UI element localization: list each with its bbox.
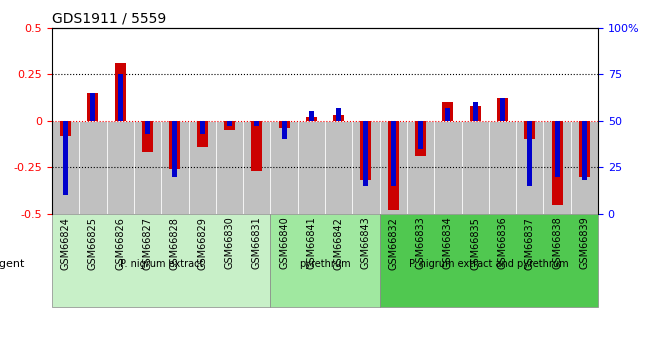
Bar: [445, 108, 450, 121]
Text: P. nigrum extract and pyrethrum: P. nigrum extract and pyrethrum: [409, 259, 569, 269]
Bar: [309, 111, 314, 121]
Bar: [172, 121, 177, 177]
Bar: [145, 121, 150, 134]
Bar: [391, 121, 396, 186]
Bar: [527, 121, 532, 186]
Text: pyrethrum: pyrethrum: [299, 259, 351, 269]
Bar: [88, 93, 98, 121]
Bar: [554, 121, 560, 177]
Bar: [525, 121, 535, 139]
FancyBboxPatch shape: [571, 121, 598, 214]
Bar: [582, 121, 587, 180]
FancyBboxPatch shape: [107, 121, 134, 214]
FancyBboxPatch shape: [298, 121, 325, 214]
Bar: [227, 121, 232, 126]
Bar: [224, 121, 235, 130]
Text: agent: agent: [0, 259, 25, 269]
FancyBboxPatch shape: [243, 121, 270, 214]
Bar: [90, 93, 96, 121]
Bar: [170, 121, 180, 169]
FancyBboxPatch shape: [434, 121, 462, 214]
Bar: [497, 98, 508, 121]
Bar: [579, 121, 590, 177]
FancyBboxPatch shape: [462, 121, 489, 214]
FancyBboxPatch shape: [380, 121, 407, 214]
Bar: [333, 115, 344, 121]
Bar: [306, 117, 317, 121]
Bar: [281, 121, 287, 139]
FancyBboxPatch shape: [52, 214, 270, 307]
Bar: [279, 121, 289, 128]
Bar: [388, 121, 398, 210]
Bar: [470, 106, 480, 121]
Bar: [60, 121, 71, 136]
FancyBboxPatch shape: [79, 121, 107, 214]
FancyBboxPatch shape: [489, 121, 516, 214]
FancyBboxPatch shape: [380, 214, 598, 307]
FancyBboxPatch shape: [161, 121, 188, 214]
Bar: [418, 121, 423, 149]
Bar: [363, 121, 369, 186]
FancyBboxPatch shape: [325, 121, 352, 214]
Bar: [415, 121, 426, 156]
Bar: [443, 102, 453, 121]
FancyBboxPatch shape: [134, 121, 161, 214]
FancyBboxPatch shape: [407, 121, 434, 214]
FancyBboxPatch shape: [52, 121, 79, 214]
Bar: [63, 121, 68, 195]
Bar: [252, 121, 262, 171]
Bar: [473, 102, 478, 121]
FancyBboxPatch shape: [352, 121, 380, 214]
Bar: [197, 121, 207, 147]
Bar: [200, 121, 205, 134]
Bar: [115, 63, 125, 121]
Bar: [336, 108, 341, 121]
Bar: [118, 74, 123, 121]
FancyBboxPatch shape: [516, 121, 543, 214]
Bar: [361, 121, 371, 180]
FancyBboxPatch shape: [270, 214, 380, 307]
Text: GDS1911 / 5559: GDS1911 / 5559: [52, 11, 166, 25]
Bar: [500, 98, 505, 121]
FancyBboxPatch shape: [270, 121, 298, 214]
Text: P. nigrum extract: P. nigrum extract: [120, 259, 203, 269]
Bar: [254, 121, 259, 126]
FancyBboxPatch shape: [216, 121, 243, 214]
FancyBboxPatch shape: [188, 121, 216, 214]
Bar: [552, 121, 562, 205]
Bar: [142, 121, 153, 152]
FancyBboxPatch shape: [543, 121, 571, 214]
